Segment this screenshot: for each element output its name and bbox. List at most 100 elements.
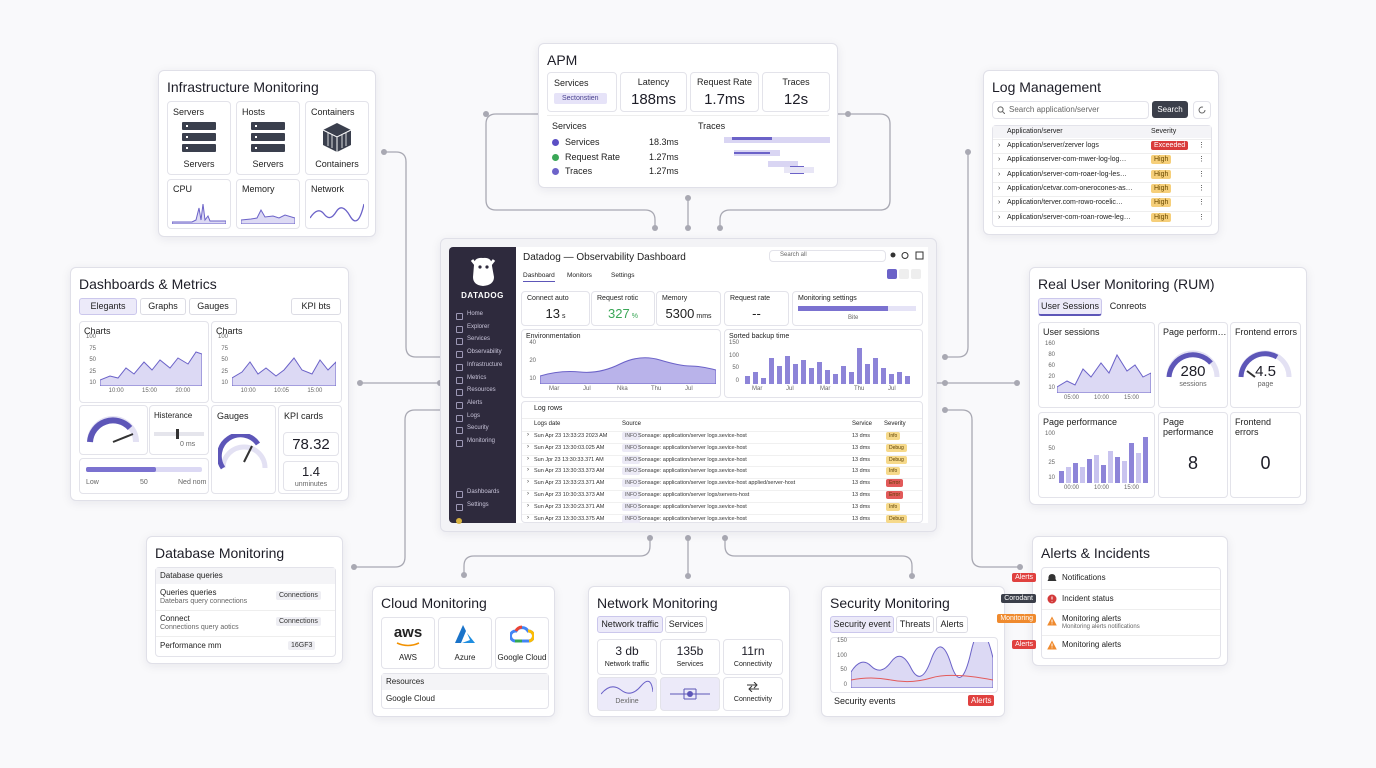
tab[interactable]: Conreots [1104,298,1152,315]
service-value: 18.3ms [649,137,679,147]
log-text: Application/server/zerver logs [1007,142,1099,149]
panel-title: Frontend errors [1235,417,1272,437]
tab[interactable]: Dashboard [523,272,555,282]
severity-badge: High [1151,183,1172,193]
x-ticks: Mar Jul Mar Thu Jul [743,386,913,394]
kpi-label: Request Rate [696,77,753,87]
tab[interactable]: Network traffic [597,616,663,633]
chart-tile: CPU [167,179,231,229]
tab[interactable]: Services [665,616,707,633]
log-service: 13 dms [852,433,871,439]
tab[interactable]: Threats [896,616,934,633]
chart-tile: Network [305,179,369,229]
tab[interactable]: Settings [611,272,635,279]
search-input[interactable]: Search application/server [992,101,1149,119]
log-severity: Info [886,432,901,440]
log-level: INFO [622,455,640,464]
card-title: Infrastructure Monitoring [167,79,319,95]
tab[interactable]: Graphs [140,298,186,315]
search-button[interactable]: Search [1152,101,1188,118]
search-box[interactable]: Search all [769,250,886,262]
row-chevron: › [527,491,529,497]
nav-icon [456,504,463,511]
row-divider [522,431,922,432]
alerts-list: Notifications Alerts Incident status Coroda… [997,567,1221,659]
tab[interactable]: Gauges [189,298,237,315]
kpi-button[interactable]: KPI bts [291,298,341,315]
severity-badge: High [1151,169,1172,179]
row-divider [1042,589,1220,590]
kpi-value: 327% [592,306,654,321]
y-ticks: 150 100 50 0 [833,638,847,688]
y-tick-label: 10 [1048,385,1055,391]
tab[interactable]: Security event [830,616,894,633]
histogram-bar [154,429,204,439]
nav-item: Settings [467,502,489,508]
resource-row: Google Cloud [386,694,435,703]
gauge-panel: Page perform… 280 sessions [1158,322,1228,408]
nav-item: Explorer [467,323,490,330]
logo-text: DATADOG [461,291,504,300]
y-tick-label: 100 [728,352,739,359]
tile: Hosts Servers [236,101,300,175]
kpi-card: 1.4 unminutes [283,461,339,491]
log-text: Application/server-com-roan-rowe-leg… [1007,213,1131,221]
log-severity: Info [886,502,901,511]
log-service: 13 dms [852,492,871,498]
tab[interactable]: Elegants [79,298,137,315]
kpi: Request rate -- [724,291,789,326]
alert-badge: Alerts [1012,640,1036,649]
chart-title: Page performance [1043,417,1118,427]
severity-badge: High [1151,155,1172,165]
x-ticks: 10:00 10:05 15:00 [232,388,332,396]
nav-icon [456,363,463,371]
log-date: Sun Apr 23 10:30:33.373 AM [534,492,605,498]
log-level: INFO [622,514,640,523]
y-tick-label: 25 [221,368,228,375]
log-text: Application/cetvar.com-onerocones-as… [1007,184,1133,192]
alert-name: Monitoring alerts [1062,614,1122,623]
tab[interactable]: Monitors [567,272,592,279]
log-service: 13 dms [852,515,871,522]
y-ticks: 100 75 50 25 10 [82,334,96,386]
refresh-button[interactable] [1193,101,1211,119]
bar-label: Ned nom [178,479,207,486]
row-title: Performance mm [160,641,222,650]
kpi-value: 78.32 [292,436,330,453]
list-title: Services [552,121,587,131]
warning-icon [1047,640,1057,650]
row-divider [522,478,922,480]
tile-label: Memory [242,184,275,194]
log-date: Sun Apr 23 13:33:23 2023 AM [534,433,608,439]
log-source: Sonsage: application/server logs.sevice-… [638,503,747,510]
nav-icon [456,325,463,333]
log-level: INFO [622,432,640,440]
kpi: 3 db Network traffic [597,639,657,675]
tab[interactable]: User Sessions [1038,298,1102,316]
kpi-caption: Bite [848,315,859,321]
kpi-label: Connectivity [733,661,773,668]
kpi-label: Memory [662,295,688,302]
kpi-card: 78.32 [283,432,339,456]
x-tick-label: 00:00 [1064,485,1080,491]
log-severity: Error [886,479,904,488]
alert-sub: Monitoring alerts notifications [1062,624,1140,630]
y-tick-label: 75 [221,345,228,352]
tab[interactable]: Alerts [936,616,968,633]
alerts-card: Alerts & Incidents Notifications Alerts In… [997,536,1228,666]
row-sub: Connections query aotics [160,624,239,631]
card-title: Database Monitoring [155,545,285,561]
y-tick-label: 0 [735,378,739,384]
x-tick-label: Thu [651,386,662,392]
row-divider [522,454,922,456]
central-dashboard: DATADOG Home Explorer Services Observabilit… [440,238,937,532]
log-table: Application/server Severity › Application… [992,125,1212,227]
cloud-card: Cloud Monitoring aws AWS Azure Google Cl… [372,586,555,717]
kpi-value: 0 [1260,453,1271,473]
row-divider [522,501,922,503]
kpi-value: 13 s [522,306,589,321]
row-chevron: › [998,184,1001,192]
search-placeholder: Search application/server [1009,105,1100,114]
row-chevron: › [998,142,1001,149]
kpi-label: Services [554,78,589,88]
